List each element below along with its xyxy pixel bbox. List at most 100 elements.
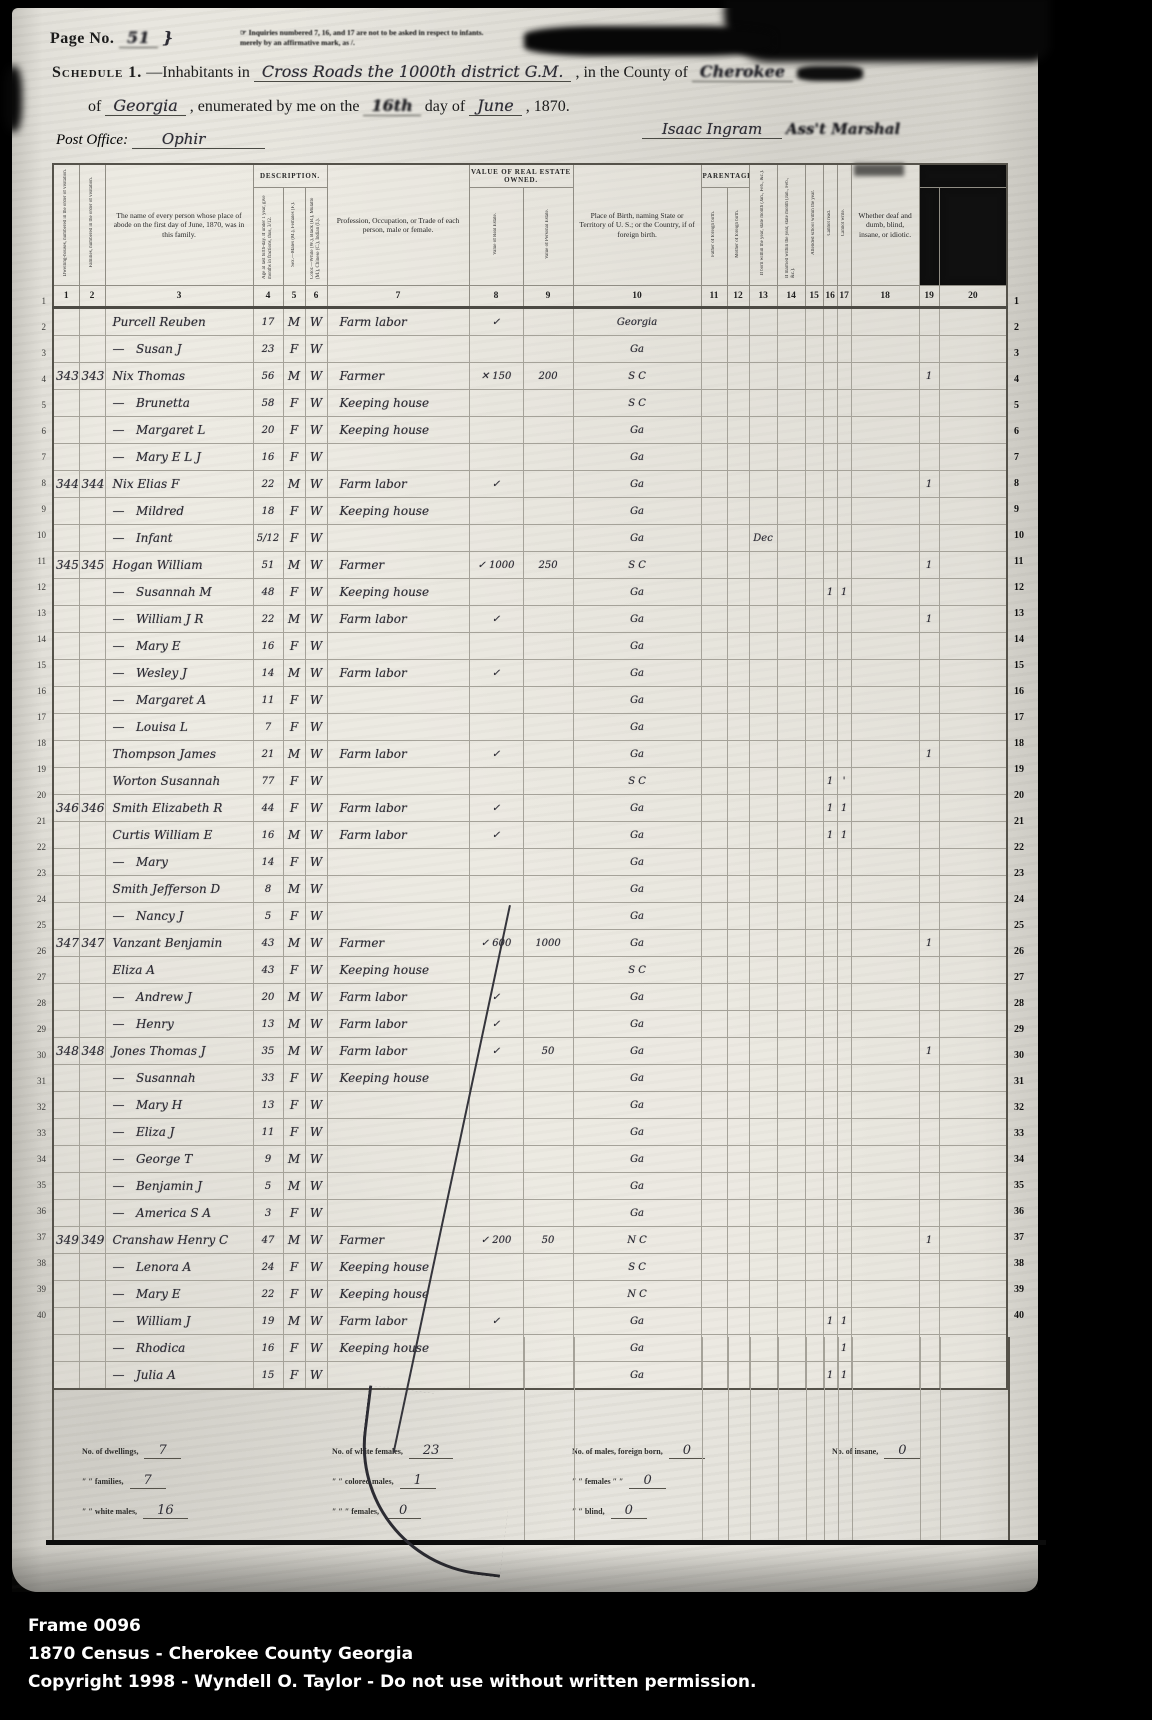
totals-column-line (702, 1337, 703, 1540)
cell-c14 (776, 335, 806, 363)
cell-c13 (748, 389, 778, 417)
cell-c12 (726, 1280, 750, 1308)
cell-re: ✓ 1000 (468, 551, 524, 579)
cell-pe (522, 1172, 574, 1200)
cell-c15 (804, 307, 824, 336)
cell-c16 (822, 1172, 838, 1200)
cell-birth: Ga (572, 524, 702, 552)
cell-sex: F (282, 794, 306, 822)
row-number-left: 28 (37, 998, 46, 1008)
cell-sex: M (282, 1172, 306, 1200)
cell-age: 58 (252, 389, 284, 417)
cell-sex: M (282, 1010, 306, 1038)
cell-c12 (726, 767, 750, 795)
cell-c18 (850, 497, 920, 525)
cell-c12 (726, 1091, 750, 1119)
table-row: Curtis William E 16 M W Farm labor ✓ Ga 1 1 (52, 821, 1008, 849)
row-number-left: 38 (37, 1258, 46, 1268)
cell-c13 (748, 605, 778, 633)
cell-dw (52, 632, 80, 660)
cell-c18 (850, 1145, 920, 1173)
cell-name: Nix Elias F (104, 470, 254, 498)
cell-c18 (850, 875, 920, 903)
cell-c18 (850, 821, 920, 849)
col-head-personal-estate-text: Value of Personal Estate. (545, 209, 551, 259)
form-notice-line1: ☞ Inquiries numbered 7, 16, and 17 are n… (240, 28, 484, 37)
table-row: 344 344 Nix Elias F 22 M W Farm labor ✓ Ga 1 (52, 470, 1008, 498)
cell-c17 (836, 659, 852, 687)
cell-c18 (850, 605, 920, 633)
cell-sex: M (282, 983, 306, 1011)
cell-fam (78, 497, 106, 525)
row-number-right: 8 (1014, 478, 1019, 489)
cell-c16 (822, 713, 838, 741)
totals-column-line (750, 1337, 751, 1540)
cell-c16 (822, 416, 838, 444)
cell-sex: M (282, 740, 306, 768)
col-head-name: The name of every person whose place of … (104, 163, 254, 286)
row-number-left: 12 (37, 582, 46, 592)
cell-c19: 1 (918, 929, 940, 957)
cell-c13 (748, 1307, 778, 1335)
cell-c12 (726, 848, 750, 876)
cell-c20 (938, 578, 1008, 606)
table-row: — Louisa L 7 F W Ga (52, 713, 1008, 741)
cell-c12 (726, 497, 750, 525)
cell-c18 (850, 1091, 920, 1119)
cell-col: W (304, 1253, 328, 1281)
row-number-left: 6 (41, 426, 47, 436)
cell-col: W (304, 983, 328, 1011)
cell-c16 (822, 1064, 838, 1092)
row-number-left: 31 (37, 1076, 46, 1086)
col-head-school: Attended school within the year. (804, 163, 824, 286)
cell-c18 (850, 956, 920, 984)
row-number-left: 25 (37, 920, 46, 930)
cell-c19 (918, 983, 940, 1011)
ink-smudge-notice (524, 26, 774, 56)
cell-c12 (726, 1253, 750, 1281)
cell-c20 (938, 1091, 1008, 1119)
cell-occ: Keeping house (326, 416, 470, 444)
row-number-left: 24 (37, 894, 46, 904)
cell-c14 (776, 1253, 806, 1281)
row-number-right: 37 (1014, 1232, 1024, 1243)
cell-sex: F (282, 524, 306, 552)
cell-col: W (304, 1334, 328, 1362)
cell-c15 (804, 632, 824, 660)
cell-fam (78, 713, 106, 741)
row-number-right: 4 (1014, 374, 1019, 385)
cell-col: W (304, 1010, 328, 1038)
cell-c20 (938, 875, 1008, 903)
row-number-left: 15 (37, 660, 46, 670)
cell-c15 (804, 1253, 824, 1281)
col-head-cannot-read-text: Cannot read. (827, 209, 833, 236)
cell-name: Nix Thomas (104, 362, 254, 390)
cell-sex: F (282, 389, 306, 417)
cell-dw: 349 (52, 1226, 80, 1254)
cell-col: W (304, 1037, 328, 1065)
cell-col: W (304, 1064, 328, 1092)
cell-c18 (850, 1361, 920, 1390)
cell-c17 (836, 956, 852, 984)
cell-sex: F (282, 1064, 306, 1092)
cell-c12 (726, 713, 750, 741)
cell-age: 5/12 (252, 524, 284, 552)
cell-c16 (822, 929, 838, 957)
cell-c19 (918, 1280, 940, 1308)
table-row: Thompson James 21 M W Farm labor ✓ Ga 1 (52, 740, 1008, 768)
cell-c14 (776, 632, 806, 660)
cell-c20 (938, 1334, 1008, 1362)
cell-c16 (822, 632, 838, 660)
cell-c11 (700, 956, 728, 984)
row-number-right: 5 (1014, 400, 1019, 411)
cell-c19 (918, 848, 940, 876)
cell-c12 (726, 362, 750, 390)
cell-dw (52, 416, 80, 444)
cell-c17 (836, 524, 852, 552)
cell-c18 (850, 524, 920, 552)
col-head-cannot-write: Cannot write. (836, 163, 852, 286)
cell-occ: Keeping house (326, 1334, 470, 1362)
cell-dw (52, 713, 80, 741)
cell-c18 (850, 307, 920, 336)
row-number-right: 22 (1014, 842, 1024, 853)
